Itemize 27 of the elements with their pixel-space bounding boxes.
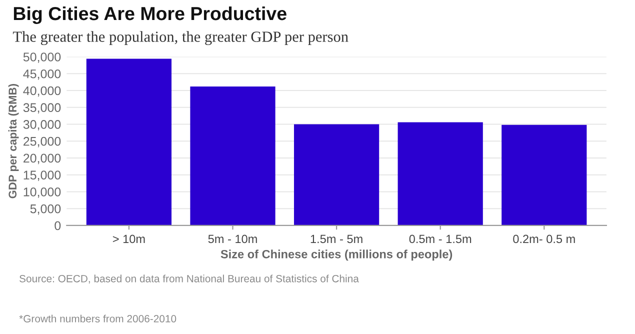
y-tick-label: 30,000	[23, 120, 61, 130]
x-tick-label: 5m - 10m	[208, 234, 257, 244]
y-tick-label: 35,000	[23, 103, 61, 114]
bar	[294, 124, 380, 226]
bar	[398, 122, 483, 226]
bar	[86, 58, 172, 226]
bar	[502, 124, 587, 226]
y-tick-label: 10,000	[24, 188, 61, 198]
text: *Growth numbers from 2006-2010	[19, 314, 176, 322]
y-tick-label: 50,000	[23, 52, 61, 63]
y-axis-title: GDP per capita (RMB)	[8, 84, 19, 198]
y-tick-label: 20,000	[24, 154, 61, 164]
y-tick-label: 45,000	[23, 69, 61, 80]
x-tick-label: > 10m	[112, 234, 145, 244]
y-tick-label: 40,000	[23, 86, 61, 97]
x-tick-label: 0.5m - 1.5m	[409, 234, 472, 244]
x-tick-label: 0.2m- 0.5 m	[513, 234, 575, 244]
y-tick-label: 25,000	[24, 136, 61, 148]
y-tick-label: 0	[54, 221, 61, 230]
y-tick-label: 5,000	[30, 204, 61, 215]
y-tick-label: 15,000	[24, 170, 61, 181]
bar	[190, 86, 276, 226]
chart-title: Big Cities Are More Productive	[14, 6, 286, 24]
chart-subtitle: The greater the population, the greater GDP per person	[12, 31, 348, 46]
source-note: Source: OECD, based on data from National Bureau of Statistics of China	[20, 274, 359, 284]
x-axis-title: Size of Chinese cities (millions of people)	[220, 250, 452, 261]
x-tick-label: 1.5m - 5m	[310, 234, 362, 244]
